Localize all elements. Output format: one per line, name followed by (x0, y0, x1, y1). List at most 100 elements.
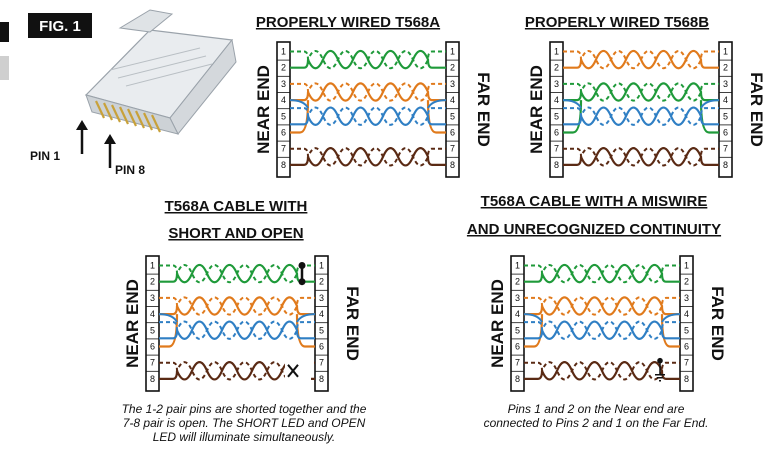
far-pin-number: 2 (319, 277, 324, 287)
far-pin-number: 7 (450, 144, 455, 154)
far-pin-number: 6 (319, 342, 324, 352)
far-pin-number: 6 (450, 128, 455, 138)
pair-4-5-lead-near (289, 99, 309, 109)
pair-1-2-wire-solid (524, 263, 680, 284)
near-pin-number: 5 (554, 111, 559, 121)
far-pin-number: 8 (450, 160, 455, 170)
near-pin-number: 4 (281, 95, 286, 105)
far-pin-number: 3 (319, 293, 324, 303)
panel-short-open: T568A CABLE WITH SHORT AND OPEN NEAR END FA… (122, 198, 367, 444)
pair-7-8-wire-solid (563, 147, 719, 167)
far-pin-number: 3 (450, 79, 455, 89)
pair-1-2-wire-solid (159, 263, 315, 284)
near-pin-number: 8 (554, 160, 559, 170)
near-pin-number: 1 (150, 261, 155, 271)
near-pin-number: 3 (554, 79, 559, 89)
panel-caption-line: LED will illuminate simultaneously. (153, 430, 336, 444)
pair-3-6-wire-solid (563, 82, 719, 102)
far-pin-number: 2 (450, 63, 455, 73)
pair-4-5-wire-solid (159, 320, 315, 340)
near-end-label: NEAR END (254, 65, 273, 154)
far-pin-number: 5 (723, 111, 728, 121)
near-pin-number: 7 (554, 144, 559, 154)
pair-7-8-wire-solid (290, 147, 446, 167)
near-pin-number: 2 (281, 63, 286, 73)
far-pin-number: 7 (319, 358, 324, 368)
pair-3-6-wire-solid (290, 82, 446, 102)
near-pin-number: 8 (150, 374, 155, 384)
near-pin-number: 6 (281, 128, 286, 138)
pair-4-5-lead-near (158, 313, 178, 323)
far-pin-number: 8 (319, 374, 324, 384)
near-pin-number: 3 (150, 293, 155, 303)
panel-title: T568A CABLE WITH A MISWIRE (481, 193, 708, 210)
far-pin-number: 4 (723, 95, 728, 105)
near-end-pin-block (276, 41, 291, 178)
far-pin-number: 4 (450, 95, 455, 105)
far-pin-number: 3 (684, 293, 689, 303)
near-end-label: NEAR END (488, 279, 507, 368)
rj45-connector-icon (84, 9, 237, 135)
pair-4-5-lead-far (296, 313, 316, 323)
near-pin-number: 2 (515, 277, 520, 287)
far-pin-number: 4 (319, 309, 324, 319)
pair-3-6-wire-solid (524, 296, 680, 316)
pair-3-6-wire-solid (159, 296, 315, 316)
pair-4-5-lead-near (523, 313, 543, 323)
pin-8-arrow-icon (104, 134, 116, 144)
far-end-pin-block (718, 41, 733, 178)
pair-1-2-wire-solid (290, 49, 446, 70)
fig-label: FIG. 1 (39, 18, 81, 35)
pin-8-label: PIN 8 (115, 163, 145, 177)
pair-4-5-wire-solid (563, 106, 719, 126)
far-pin-number: 7 (684, 358, 689, 368)
far-pin-number: 5 (684, 325, 689, 335)
near-pin-number: 5 (150, 325, 155, 335)
near-pin-number: 3 (515, 293, 520, 303)
far-pin-number: 2 (684, 277, 689, 287)
near-pin-number: 7 (150, 358, 155, 368)
open-gap (285, 358, 311, 383)
far-end-pin-block (445, 41, 460, 178)
panel-caption-line: 7-8 pair is open. The SHORT LED and OPEN (123, 416, 366, 430)
edge-mark (0, 22, 9, 42)
pair-7-8-wire-solid (524, 361, 680, 381)
pin-pointers (80, 128, 112, 168)
far-end-label: FAR END (747, 72, 766, 147)
short-dot-icon (298, 278, 306, 286)
pin-1-label: PIN 1 (30, 149, 60, 163)
near-pin-number: 4 (150, 309, 155, 319)
far-end-label: FAR END (474, 72, 493, 147)
open-x-icon (287, 364, 299, 378)
near-pin-number: 1 (554, 47, 559, 57)
far-pin-number: 1 (319, 261, 324, 271)
far-pin-number: 8 (684, 374, 689, 384)
far-pin-number: 3 (723, 79, 728, 89)
far-end-pin-block (314, 255, 329, 392)
edge-mark (0, 56, 9, 80)
far-pin-number: 5 (319, 325, 324, 335)
near-pin-number: 2 (554, 63, 559, 73)
near-pin-number: 6 (515, 342, 520, 352)
near-end-pin-block (145, 255, 160, 392)
panel-caption-line: The 1-2 pair pins are shorted together a… (122, 402, 367, 416)
near-pin-number: 1 (515, 261, 520, 271)
pair-4-5-wire-solid (290, 106, 446, 126)
near-pin-number: 3 (281, 79, 286, 89)
far-pin-number: 6 (684, 342, 689, 352)
near-pin-number: 4 (515, 309, 520, 319)
near-pin-number: 5 (515, 325, 520, 335)
far-pin-number: 1 (450, 47, 455, 57)
far-end-pin-block (679, 255, 694, 392)
panel-title: PROPERLY WIRED T568A (256, 14, 440, 31)
pair-4-5-lead-near (562, 99, 582, 109)
far-pin-number: 4 (684, 309, 689, 319)
pin-1-arrow-icon (76, 120, 88, 130)
panel-title: PROPERLY WIRED T568B (525, 14, 709, 31)
near-pin-number: 8 (515, 374, 520, 384)
near-pin-number: 4 (554, 95, 559, 105)
pair-4-5-lead-far (427, 99, 447, 109)
far-pin-number: 5 (450, 111, 455, 121)
